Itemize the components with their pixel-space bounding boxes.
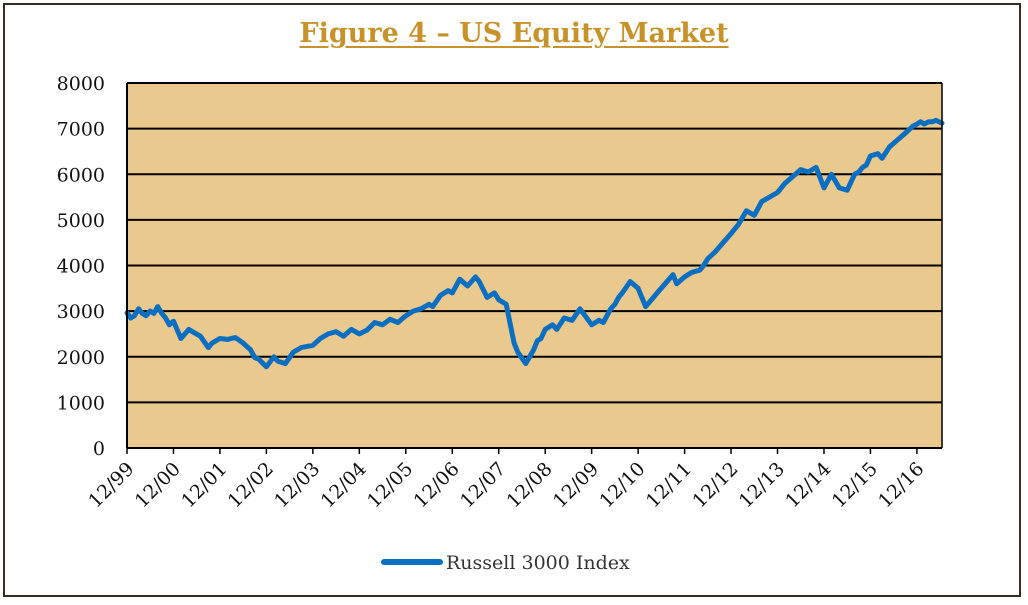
- y-tick-label: 2000: [57, 347, 105, 369]
- x-tick-label: 12/99: [84, 458, 138, 512]
- y-tick-label: 7000: [57, 119, 105, 141]
- y-tick-label: 8000: [57, 73, 105, 95]
- legend-label: Russell 3000 Index: [446, 552, 630, 574]
- x-tick-label: 12/13: [735, 458, 789, 512]
- x-tick-label: 12/04: [317, 458, 371, 512]
- x-tick-label: 12/12: [688, 458, 742, 512]
- x-tick-label: 12/00: [131, 458, 185, 512]
- x-tick-label: 12/14: [781, 458, 835, 512]
- y-tick-label: 4000: [57, 256, 105, 278]
- legend: Russell 3000 Index: [381, 552, 630, 574]
- y-axis-ticks: 0 1000 2000 3000 4000 5000 6000 7000 8000: [57, 73, 105, 460]
- x-tick-label: 12/15: [828, 458, 882, 512]
- y-tick-label: 6000: [57, 164, 105, 186]
- y-tick-label: 3000: [57, 301, 105, 323]
- x-tick-label: 12/16: [874, 458, 928, 512]
- x-tick-label: 12/06: [410, 458, 464, 512]
- x-tick-label: 12/02: [224, 458, 278, 512]
- y-tick-label: 1000: [57, 392, 105, 414]
- x-tick-label: 12/01: [177, 458, 231, 512]
- axes: [126, 82, 943, 454]
- y-tick-label: 5000: [57, 210, 105, 232]
- chart-title: Figure 4 – US Equity Market: [299, 18, 729, 49]
- x-tick-label: 12/10: [595, 458, 649, 512]
- x-tick-label: 12/07: [456, 458, 510, 512]
- x-axis-ticks: 12/9912/0012/0112/0212/0312/0412/0512/06…: [84, 458, 928, 512]
- series-line-russell-3000: [124, 117, 945, 370]
- series-group: [124, 117, 945, 370]
- x-tick-label: 12/08: [502, 458, 556, 512]
- x-tick-label: 12/11: [642, 458, 696, 512]
- y-tick-label: 0: [93, 438, 105, 460]
- x-tick-label: 12/09: [549, 458, 603, 512]
- x-tick-label: 12/03: [270, 458, 324, 512]
- x-tick-label: 12/05: [363, 458, 417, 512]
